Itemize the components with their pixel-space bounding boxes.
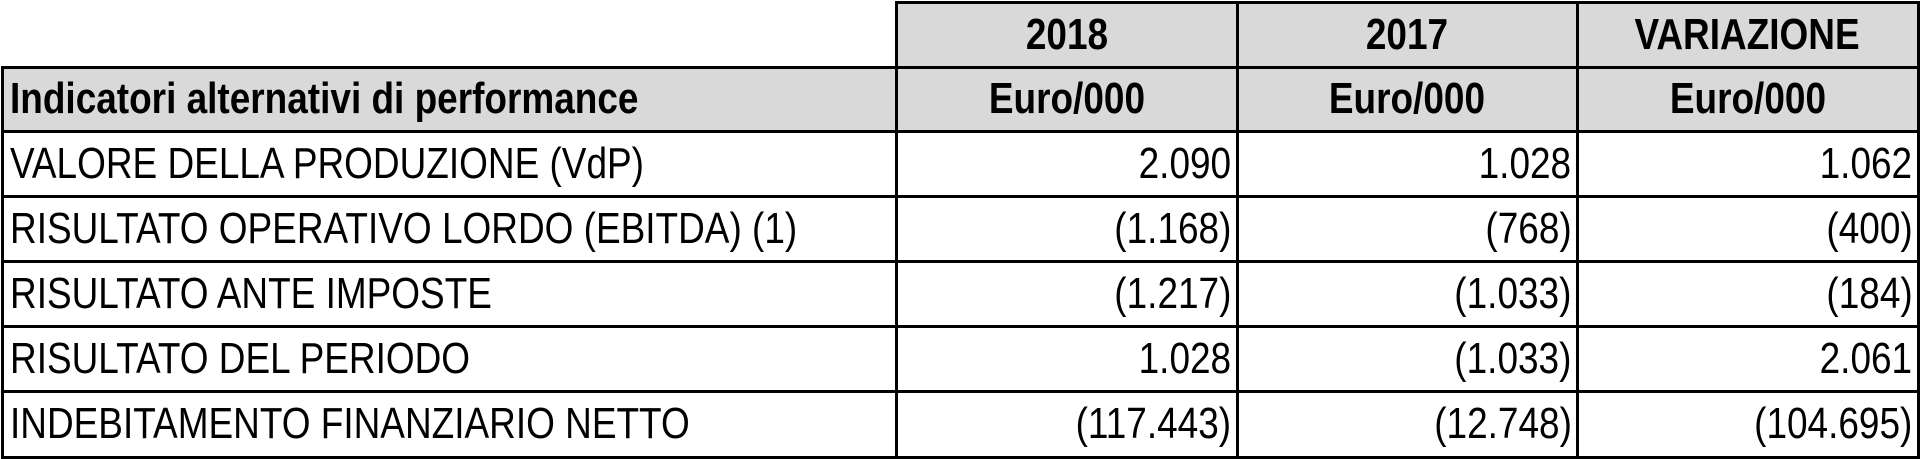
cell-value-text: 1.062	[1820, 138, 1913, 188]
column-heading: VARIAZIONE	[1575, 0, 1920, 69]
column-heading-text: VARIAZIONE	[1634, 9, 1861, 59]
cell-value-text: (1.033)	[1454, 333, 1572, 383]
row-label-text: INDEBITAMENTO FINANZIARIO NETTO	[9, 399, 690, 448]
column-heading: 2017	[1235, 0, 1579, 69]
row-label-text: VALORE DELLA PRODUZIONE (VdP)	[9, 138, 644, 188]
table-title: Indicatori alternativi di performance	[0, 65, 898, 133]
column-heading-text: 2018	[1025, 9, 1108, 59]
cell-value: 2.061	[1575, 324, 1920, 393]
cell-value: 2.090	[894, 129, 1239, 198]
cell-value-text: (184)	[1826, 268, 1913, 318]
cell-value: 1.028	[1235, 129, 1579, 198]
cell-value: (1.217)	[894, 259, 1239, 328]
cell-value-text: 2.090	[1139, 138, 1232, 188]
cell-value: (104.695)	[1575, 389, 1920, 459]
cell-value: (1.033)	[1235, 259, 1579, 328]
cell-value: (12.748)	[1235, 389, 1579, 459]
row-label: RISULTATO DEL PERIODO	[0, 324, 898, 393]
cell-value: (117.443)	[894, 389, 1239, 459]
column-heading-text: 2017	[1365, 9, 1449, 59]
cell-value: (1.033)	[1235, 324, 1579, 393]
cell-value-text: 2.061	[1820, 333, 1913, 383]
row-label: VALORE DELLA PRODUZIONE (VdP)	[0, 129, 898, 198]
row-label: RISULTATO ANTE IMPOSTE	[0, 259, 898, 328]
column-unit: Euro/000	[1575, 65, 1920, 133]
cell-value-text: (1.217)	[1114, 268, 1232, 318]
cell-value-text: (12.748)	[1433, 399, 1572, 448]
row-label-text: RISULTATO DEL PERIODO	[9, 333, 470, 383]
cell-value-text: 1.028	[1479, 138, 1572, 188]
cell-value: (400)	[1575, 194, 1920, 263]
cell-value-text: (1.033)	[1454, 268, 1572, 318]
cell-value: 1.062	[1575, 129, 1920, 198]
cell-value-text: (104.695)	[1754, 399, 1913, 448]
row-label: INDEBITAMENTO FINANZIARIO NETTO	[0, 389, 898, 459]
cell-value: (768)	[1235, 194, 1579, 263]
cell-value-text: 1.028	[1139, 333, 1232, 383]
cell-value-text: (768)	[1485, 203, 1572, 253]
cell-value-text: (1.168)	[1114, 203, 1232, 253]
column-heading: 2018	[894, 0, 1239, 69]
column-unit: Euro/000	[894, 65, 1239, 133]
cell-value: (1.168)	[894, 194, 1239, 263]
column-unit: Euro/000	[1235, 65, 1579, 133]
column-unit-text: Euro/000	[988, 74, 1145, 123]
row-label: RISULTATO OPERATIVO LORDO (EBITDA) (1)	[0, 194, 898, 263]
row-label-text: RISULTATO OPERATIVO LORDO (EBITDA) (1)	[9, 203, 797, 253]
cell-value-text: (400)	[1826, 203, 1913, 253]
cell-value: 1.028	[894, 324, 1239, 393]
cell-value-text: (117.443)	[1076, 399, 1232, 448]
column-unit-text: Euro/000	[1669, 74, 1826, 123]
row-label-text: RISULTATO ANTE IMPOSTE	[9, 268, 492, 318]
column-unit-text: Euro/000	[1328, 74, 1486, 123]
cell-value: (184)	[1575, 259, 1920, 328]
table-title-text: Indicatori alternativi di performance	[9, 74, 638, 123]
